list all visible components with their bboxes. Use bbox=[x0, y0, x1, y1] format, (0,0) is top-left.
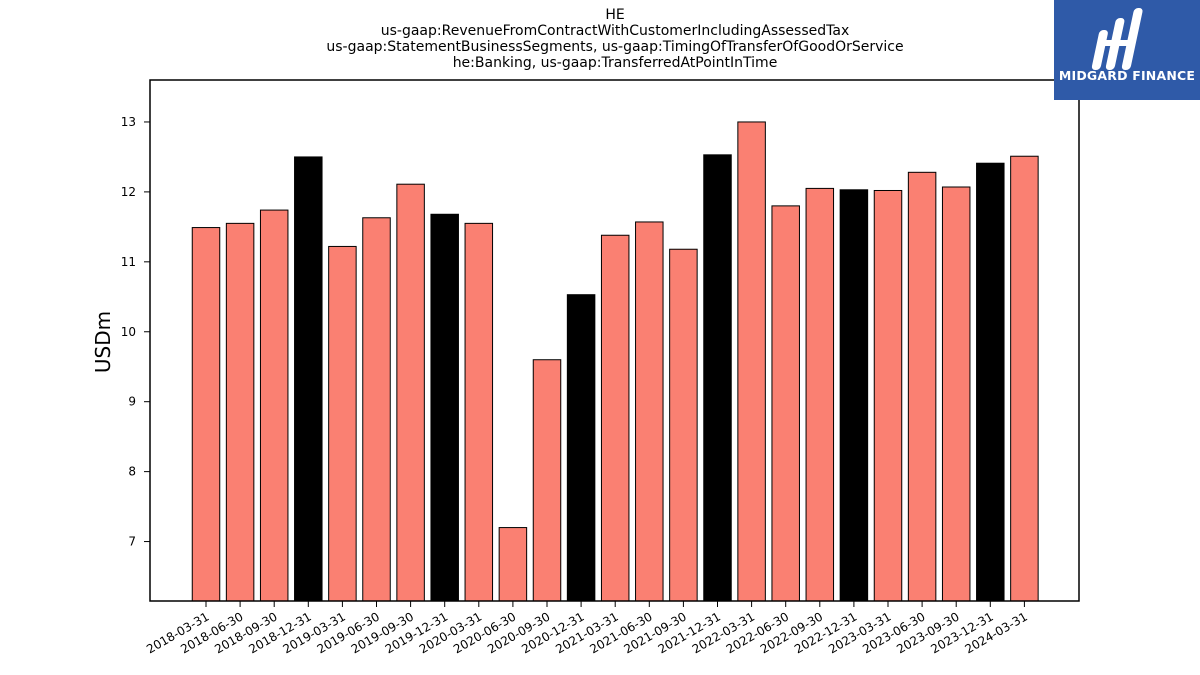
bar-2018-03-31 bbox=[191, 227, 221, 602]
bar-2024-03-31 bbox=[1010, 155, 1039, 602]
bar-2023-12-31 bbox=[976, 162, 1005, 602]
bar-2019-06-30 bbox=[362, 217, 391, 602]
bar-2022-09-30 bbox=[805, 187, 835, 602]
bar-2021-06-30 bbox=[635, 221, 664, 602]
y-axis: 7 8 9 10 11 12 13 bbox=[121, 115, 150, 549]
brand-logo: MIDGARD FINANCE bbox=[1054, 0, 1200, 100]
bar-2023-09-30 bbox=[941, 186, 971, 602]
bar-2020-03-31 bbox=[464, 222, 494, 602]
chart-title-line-3: us-gaap:StatementBusinessSegments, us-ga… bbox=[326, 39, 904, 55]
bar-2020-12-31 bbox=[566, 294, 596, 602]
y-axis-label: USDm bbox=[91, 311, 115, 373]
bar-2021-09-30 bbox=[669, 248, 698, 602]
bar-2020-09-30 bbox=[532, 359, 562, 602]
bar-2018-06-30 bbox=[225, 222, 255, 602]
bar-2021-12-31 bbox=[703, 154, 732, 602]
bar-2018-12-31 bbox=[294, 156, 323, 602]
bar-2019-09-30 bbox=[396, 183, 425, 602]
bar-2022-03-31 bbox=[737, 121, 766, 602]
bar-2022-06-30 bbox=[771, 205, 800, 602]
y-tick-label: 13 bbox=[121, 115, 136, 129]
bar-2019-12-31 bbox=[430, 213, 459, 602]
midgard-logo-icon bbox=[1091, 8, 1143, 70]
x-axis: 2018-03-312018-06-302018-09-302018-12-31… bbox=[144, 601, 1030, 656]
chart-title-line-1: HE bbox=[605, 7, 625, 23]
plot-frame bbox=[149, 79, 1080, 602]
bar-2018-09-30 bbox=[259, 209, 289, 602]
bar-2023-06-30 bbox=[907, 171, 937, 602]
bar-2023-03-31 bbox=[873, 189, 903, 602]
y-tick-label: 10 bbox=[121, 325, 136, 339]
y-tick-label: 8 bbox=[128, 465, 136, 479]
bar-2022-12-31 bbox=[839, 189, 869, 602]
y-tick-label: 9 bbox=[128, 395, 136, 409]
bar-2020-06-30 bbox=[498, 527, 528, 602]
chart-title-line-4: he:Banking, us-gaap:TransferredAtPointIn… bbox=[452, 55, 778, 71]
chart-title-line-2: us-gaap:RevenueFromContractWithCustomerI… bbox=[380, 23, 850, 39]
y-tick-label: 12 bbox=[121, 185, 136, 199]
bars-group bbox=[191, 121, 1039, 602]
bar-2019-03-31 bbox=[328, 245, 357, 602]
logo-text: MIDGARD FINANCE bbox=[1058, 68, 1196, 83]
y-tick-label: 11 bbox=[121, 255, 136, 269]
bar-2021-03-31 bbox=[600, 234, 630, 602]
y-tick-label: 7 bbox=[128, 535, 136, 549]
